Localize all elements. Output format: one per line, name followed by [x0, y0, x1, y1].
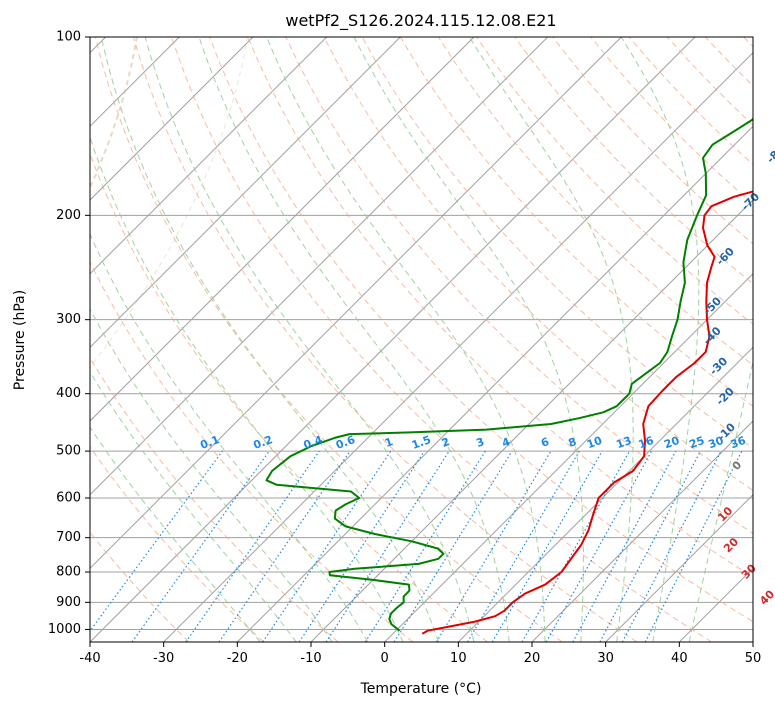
- y-axis-label: Pressure (hPa): [12, 290, 28, 390]
- y-tick-label: 300: [56, 312, 81, 327]
- x-tick-label: 40: [671, 651, 688, 666]
- x-tick-label: 50: [745, 651, 762, 666]
- x-tick-label: -40: [79, 651, 100, 666]
- x-tick-label: -30: [153, 651, 174, 666]
- y-tick-label: 100: [56, 30, 81, 45]
- x-axis-label: Temperature (°C): [360, 681, 482, 697]
- x-tick-label: -10: [300, 651, 321, 666]
- x-tick-label: 20: [524, 651, 541, 666]
- theta-label: -80: [764, 142, 775, 165]
- chart-title: wetPf2_S126.2024.115.12.08.E21: [285, 11, 556, 31]
- y-tick-label: 800: [56, 565, 81, 580]
- x-tick-label: -20: [227, 651, 248, 666]
- y-tick-label: 1000: [48, 622, 81, 637]
- x-tick-label: 30: [597, 651, 614, 666]
- y-tick-label: 600: [56, 491, 81, 506]
- y-tick-label: 200: [56, 208, 81, 223]
- x-tick-label: 10: [450, 651, 467, 666]
- isotherm-line: [753, 37, 775, 642]
- y-tick-label: 500: [56, 444, 81, 459]
- moist-adiabat-label: 40: [757, 587, 775, 607]
- x-tick-label: 0: [381, 651, 389, 666]
- y-tick-label: 700: [56, 530, 81, 545]
- y-tick-label: 900: [56, 595, 81, 610]
- y-tick-label: 400: [56, 386, 81, 401]
